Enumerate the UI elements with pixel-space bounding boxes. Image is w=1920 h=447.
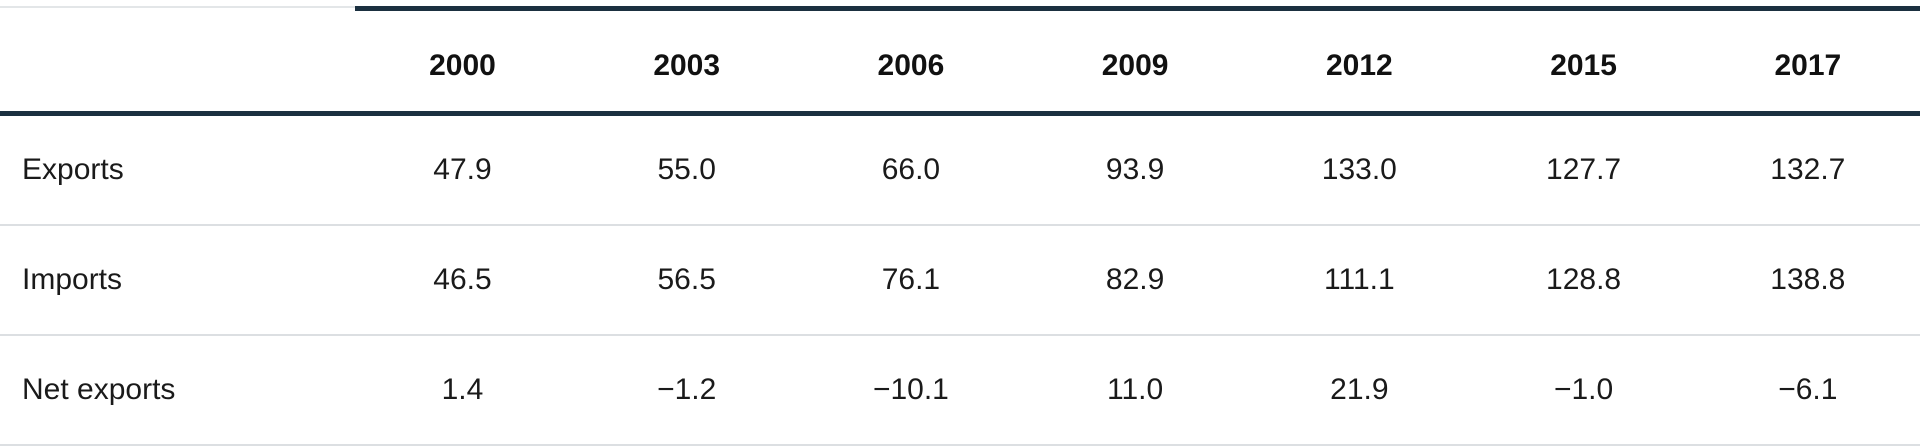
header-row: 2000 2003 2006 2009 2012 2015 2017 [0, 21, 1920, 116]
table-cell: −1.0 [1471, 335, 1696, 446]
table-cell: 46.5 [350, 225, 575, 336]
table-cell: 21.9 [1247, 335, 1472, 446]
table-row-exports: Exports 47.9 55.0 66.0 93.9 133.0 127.7 … [0, 113, 1920, 226]
table-cell: −6.1 [1695, 335, 1920, 446]
column-header-2000: 2000 [350, 21, 575, 116]
table-cell: 133.0 [1247, 113, 1472, 226]
table-body: Exports 47.9 55.0 66.0 93.9 133.0 127.7 … [0, 113, 1920, 446]
table-row-net-exports: Net exports 1.4 −1.2 −10.1 11.0 21.9 −1.… [0, 335, 1920, 446]
table-cell: 76.1 [798, 225, 1024, 336]
table-cell: −10.1 [798, 335, 1024, 446]
column-header-2017: 2017 [1695, 21, 1920, 116]
table-cell: 1.4 [350, 335, 575, 446]
corner-cell [0, 21, 351, 116]
column-header-2003: 2003 [574, 21, 799, 116]
table-cell: 56.5 [574, 225, 799, 336]
table-cell: 128.8 [1471, 225, 1696, 336]
table-cell: 55.0 [574, 113, 799, 226]
top-rule-light [0, 6, 355, 8]
row-label-imports: Imports [0, 225, 351, 336]
column-header-2015: 2015 [1471, 21, 1696, 116]
table-header: 2000 2003 2006 2009 2012 2015 2017 [0, 21, 1920, 116]
row-label-net-exports: Net exports [0, 335, 351, 446]
table-cell: −1.2 [574, 335, 799, 446]
table-cell: 11.0 [1023, 335, 1248, 446]
table-cell: 127.7 [1471, 113, 1696, 226]
data-table: 2000 2003 2006 2009 2012 2015 2017 Expor… [0, 21, 1920, 446]
column-header-2006: 2006 [798, 21, 1024, 116]
table-cell: 82.9 [1023, 225, 1248, 336]
table-cell: 132.7 [1695, 113, 1920, 226]
column-header-2009: 2009 [1023, 21, 1248, 116]
row-label-exports: Exports [0, 113, 351, 226]
table-cell: 47.9 [350, 113, 575, 226]
table-cell: 66.0 [798, 113, 1024, 226]
table-row-imports: Imports 46.5 56.5 76.1 82.9 111.1 128.8 … [0, 225, 1920, 336]
top-rule-dark [355, 6, 1920, 11]
column-header-2012: 2012 [1247, 21, 1472, 116]
table-cell: 111.1 [1247, 225, 1472, 336]
table-cell: 138.8 [1695, 225, 1920, 336]
table-cell: 93.9 [1023, 113, 1248, 226]
